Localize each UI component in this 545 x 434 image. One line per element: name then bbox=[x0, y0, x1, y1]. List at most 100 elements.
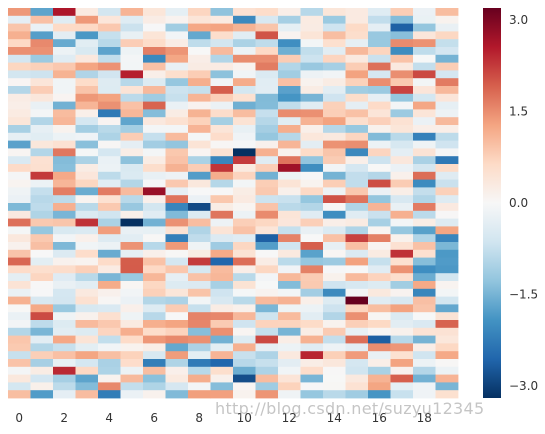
heatmap-cell bbox=[368, 93, 391, 102]
heatmap-cell bbox=[233, 132, 256, 141]
heatmap-cell bbox=[75, 109, 99, 118]
heatmap-cell bbox=[323, 382, 346, 391]
heatmap-cell bbox=[165, 101, 189, 110]
heatmap-cell bbox=[278, 382, 301, 391]
heatmap-cell bbox=[120, 15, 144, 24]
heatmap-cell bbox=[143, 39, 166, 48]
heatmap-cell bbox=[413, 304, 436, 313]
heatmap-cell bbox=[98, 242, 121, 251]
heatmap-cell bbox=[165, 382, 189, 391]
heatmap-cell bbox=[53, 8, 76, 17]
heatmap-cell bbox=[120, 195, 144, 204]
heatmap-cell bbox=[255, 257, 279, 266]
heatmap-cell bbox=[53, 320, 76, 329]
heatmap-cell bbox=[278, 78, 301, 87]
heatmap-cell bbox=[120, 171, 144, 180]
heatmap-cell bbox=[165, 265, 189, 274]
heatmap-cell bbox=[435, 39, 459, 48]
heatmap-cell bbox=[188, 187, 211, 196]
heatmap-cell bbox=[120, 390, 144, 399]
heatmap-cell bbox=[233, 195, 256, 204]
x-tick-label: 6 bbox=[150, 411, 158, 425]
heatmap-cell bbox=[300, 390, 324, 399]
heatmap-cell bbox=[323, 234, 346, 243]
heatmap-cell bbox=[323, 125, 346, 134]
heatmap-cell bbox=[278, 39, 301, 48]
heatmap-cell bbox=[30, 203, 54, 212]
heatmap-cell bbox=[323, 320, 346, 329]
heatmap-cell bbox=[210, 257, 234, 266]
heatmap-cell bbox=[143, 281, 166, 290]
heatmap-cell bbox=[435, 273, 459, 282]
heatmap-cell bbox=[345, 304, 369, 313]
heatmap-cell bbox=[368, 218, 391, 227]
heatmap-cell bbox=[323, 210, 346, 219]
heatmap-cell bbox=[8, 210, 31, 219]
heatmap-cell bbox=[53, 273, 76, 282]
heatmap-cell bbox=[53, 101, 76, 110]
heatmap-cell bbox=[368, 171, 391, 180]
heatmap-cell bbox=[390, 148, 414, 157]
heatmap-cell bbox=[323, 70, 346, 79]
heatmap-cell bbox=[120, 210, 144, 219]
heatmap-cell bbox=[300, 15, 324, 24]
heatmap-cell bbox=[278, 31, 301, 40]
heatmap-cell bbox=[30, 374, 54, 383]
heatmap-cell bbox=[143, 171, 166, 180]
heatmap-cell bbox=[8, 23, 31, 32]
heatmap-cell bbox=[30, 273, 54, 282]
heatmap-cell bbox=[98, 156, 121, 165]
heatmap-cell bbox=[210, 195, 234, 204]
heatmap-cell bbox=[368, 366, 391, 375]
heatmap-cell bbox=[8, 164, 31, 173]
heatmap-cell bbox=[413, 218, 436, 227]
heatmap-cell bbox=[165, 78, 189, 87]
heatmap-cell bbox=[435, 242, 459, 251]
heatmap-cell bbox=[435, 296, 459, 305]
heatmap-cell bbox=[143, 257, 166, 266]
heatmap-cell bbox=[53, 78, 76, 87]
heatmap-cell bbox=[30, 93, 54, 102]
heatmap-cell bbox=[210, 335, 234, 344]
heatmap-cell bbox=[368, 327, 391, 336]
heatmap-cell bbox=[75, 257, 99, 266]
heatmap-cell bbox=[98, 335, 121, 344]
watermark-text: http://blog.csdn.net/suzyu12345 bbox=[215, 399, 485, 418]
heatmap-cell bbox=[75, 70, 99, 79]
heatmap-cell bbox=[120, 101, 144, 110]
heatmap-cell bbox=[233, 226, 256, 235]
heatmap-cell bbox=[143, 31, 166, 40]
heatmap-cell bbox=[413, 257, 436, 266]
heatmap-cell bbox=[255, 47, 279, 56]
heatmap-cell bbox=[8, 187, 31, 196]
heatmap-cell bbox=[53, 39, 76, 48]
heatmap-cell bbox=[98, 226, 121, 235]
heatmap-cell bbox=[8, 234, 31, 243]
heatmap-cell bbox=[368, 335, 391, 344]
heatmap-cell bbox=[345, 226, 369, 235]
heatmap-cell bbox=[345, 187, 369, 196]
heatmap-cell bbox=[165, 359, 189, 368]
heatmap-cell bbox=[413, 288, 436, 297]
heatmap-cell bbox=[435, 234, 459, 243]
heatmap-cell bbox=[323, 164, 346, 173]
heatmap-cell bbox=[435, 374, 459, 383]
heatmap-cell bbox=[255, 93, 279, 102]
heatmap-cell bbox=[75, 234, 99, 243]
colorbar-tick-label: −1.5 bbox=[509, 287, 538, 301]
heatmap-cell bbox=[120, 78, 144, 87]
heatmap-cell bbox=[75, 86, 99, 95]
heatmap-cell bbox=[435, 70, 459, 79]
heatmap-cell bbox=[53, 218, 76, 227]
heatmap-cell bbox=[435, 140, 459, 149]
heatmap-cell bbox=[8, 359, 31, 368]
heatmap-cell bbox=[255, 296, 279, 305]
heatmap-cell bbox=[165, 109, 189, 118]
heatmap-cell bbox=[390, 140, 414, 149]
heatmap-cell bbox=[98, 390, 121, 399]
heatmap-cell bbox=[390, 242, 414, 251]
heatmap-cell bbox=[75, 249, 99, 258]
heatmap-cell bbox=[345, 86, 369, 95]
heatmap-cell bbox=[165, 47, 189, 56]
heatmap-cell bbox=[255, 195, 279, 204]
